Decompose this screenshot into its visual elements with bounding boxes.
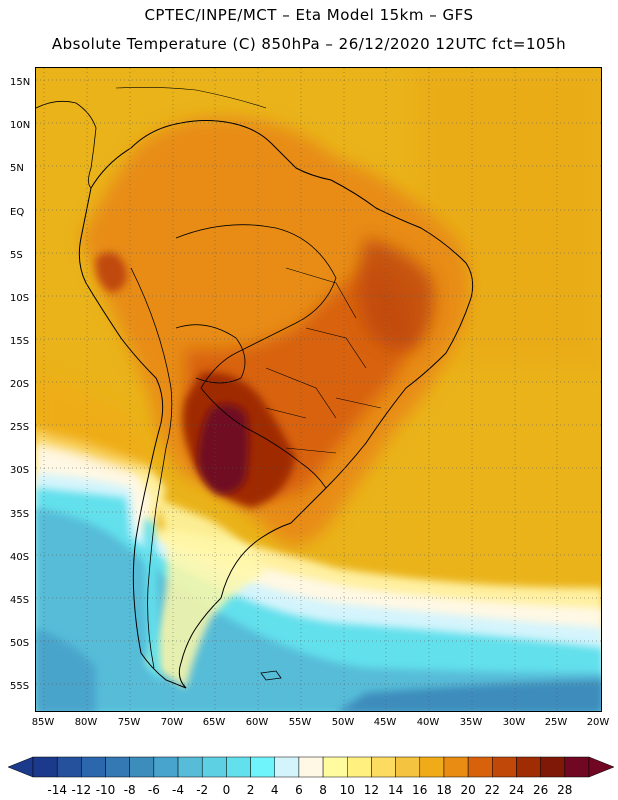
lon-label-30w: 30W	[502, 717, 526, 728]
color-bar-segment	[322, 756, 348, 778]
color-bar-segment	[564, 756, 590, 778]
color-bar-label: 24	[508, 783, 525, 797]
color-bar-segment	[153, 756, 179, 778]
lon-label-65w: 65W	[202, 717, 226, 728]
color-bar-segment	[395, 756, 421, 778]
color-bar-label: 26	[533, 783, 549, 797]
chart-title: CPTEC/INPE/MCT – Eta Model 15km – GFS	[144, 6, 474, 24]
temperature-map	[35, 67, 602, 712]
color-bar-label: 6	[295, 783, 303, 797]
lon-label-75w: 75W	[117, 717, 141, 728]
color-bar-segment	[371, 756, 396, 778]
lat-label-45s: 45S	[10, 595, 30, 606]
field-band-blue-2	[36, 628, 96, 711]
color-bar-segment	[105, 756, 130, 778]
color-bar-segment	[177, 756, 203, 778]
color-bar	[8, 756, 614, 778]
field-ne-warm	[358, 238, 434, 351]
color-bar-label: 8	[319, 783, 327, 797]
lat-label-15s: 15S	[10, 336, 30, 347]
color-bar-label: 14	[387, 783, 404, 797]
color-bar-label: 20	[460, 783, 476, 797]
color-bar-label: 12	[363, 783, 380, 797]
color-bar-segment	[540, 756, 566, 778]
color-bar-segment	[492, 756, 517, 778]
color-bar-label: 18	[436, 783, 452, 797]
color-bar-segment	[347, 756, 372, 778]
lon-label-80w: 80W	[74, 717, 98, 728]
color-bar-label: -12	[71, 783, 92, 797]
border-andes	[130, 267, 173, 669]
color-bar-label: 16	[412, 783, 428, 797]
coastline-caribbean	[115, 87, 267, 109]
color-bar-label: -10	[95, 783, 116, 797]
lon-label-25w: 25W	[544, 717, 568, 728]
lon-label-35w: 35W	[459, 717, 483, 728]
lon-label-55w: 55W	[288, 717, 312, 728]
color-bar-label: -6	[147, 783, 160, 797]
color-bar-segment	[274, 756, 300, 778]
color-bar-label: -4	[172, 783, 185, 797]
field-pacific-warm	[36, 368, 156, 468]
color-bar-label: 2	[246, 783, 255, 797]
lat-label-20s: 20S	[10, 379, 30, 390]
color-bar-segment	[129, 756, 155, 778]
chart-subtitle: Absolute Temperature (C) 850hPa – 26/12/…	[51, 35, 567, 53]
lon-label-40w: 40W	[416, 717, 440, 728]
lon-label-70w: 70W	[160, 717, 184, 728]
color-bar-segment	[298, 756, 324, 778]
color-bar-segment	[32, 756, 58, 778]
lat-label-55s: 55S	[10, 681, 30, 692]
lat-label-25s: 25S	[10, 422, 30, 433]
lat-label-35s: 35S	[10, 509, 30, 520]
lat-label-5s: 5S	[10, 250, 23, 261]
color-bar-segment	[226, 756, 251, 778]
color-bar-segment	[81, 756, 106, 778]
color-bar-segment	[250, 756, 275, 778]
color-bar-label: 22	[484, 783, 500, 797]
lat-label-40s: 40S	[10, 552, 30, 563]
color-bar-label: 0	[222, 783, 231, 797]
color-bar-label: -2	[196, 783, 209, 797]
coastline-falklands	[260, 670, 282, 681]
color-bar-arrow-left	[8, 756, 34, 778]
color-bar-label: -14	[47, 783, 67, 797]
lat-label-50s: 50S	[10, 638, 30, 649]
lon-label-60w: 60W	[245, 717, 269, 728]
coastline-central-america	[36, 100, 97, 189]
border-states	[265, 267, 382, 454]
lat-label-5n: 5N	[10, 163, 24, 174]
field-continent-orange	[81, 117, 470, 546]
color-bar-label: 10	[339, 783, 355, 797]
lon-label-50w: 50W	[331, 717, 355, 728]
color-bar-segment	[56, 756, 82, 778]
color-bar-label: 4	[270, 783, 279, 797]
color-bar-segment	[516, 756, 541, 778]
field-band-blue	[339, 680, 601, 711]
color-bar-segment	[419, 756, 445, 778]
lat-label-30s: 30S	[10, 465, 30, 476]
field-patagonia	[146, 498, 266, 688]
color-bar-arrow-right	[588, 756, 614, 778]
lat-label-10s: 10S	[10, 293, 30, 304]
field-nw-warm	[95, 252, 127, 293]
color-bar-segment	[467, 756, 493, 778]
lon-label-45w: 45W	[373, 717, 397, 728]
color-bar-segment	[201, 756, 227, 778]
border-brazil	[175, 224, 337, 489]
color-bar-label: 28	[557, 783, 573, 797]
border-bolivia	[175, 324, 246, 384]
graticule	[36, 68, 601, 711]
color-bar-segment	[443, 756, 469, 778]
field-hot-core	[197, 404, 249, 494]
lat-label-15n: 15N	[10, 77, 31, 88]
lat-label-eq: EQ	[10, 207, 25, 218]
lat-label-10n: 10N	[10, 120, 31, 131]
color-bar-label: -8	[123, 783, 136, 797]
lon-label-20w: 20W	[586, 717, 610, 728]
coastline-south-america	[78, 120, 474, 689]
field-andes-cold	[144, 518, 161, 683]
lon-label-85w: 85W	[31, 717, 55, 728]
